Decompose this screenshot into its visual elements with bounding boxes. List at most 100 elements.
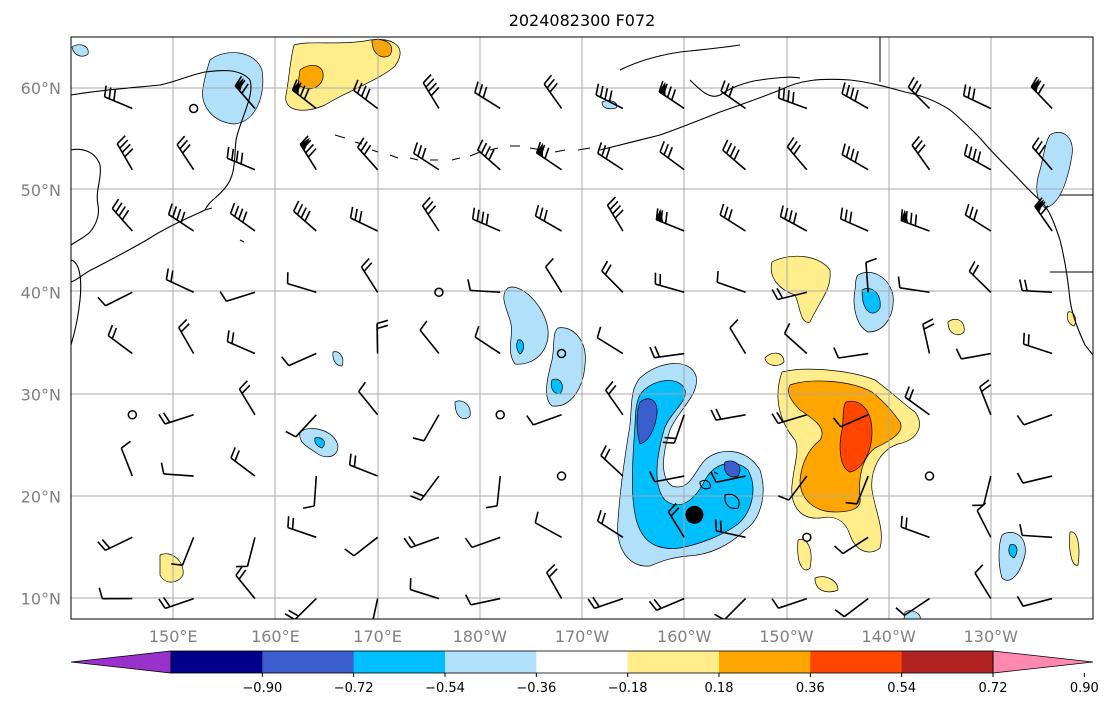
lon-label: 130°W	[964, 627, 1019, 646]
wind-barb	[979, 379, 992, 416]
wind-barb	[832, 414, 869, 428]
wind-barb	[534, 511, 562, 539]
wind-barb	[464, 594, 501, 606]
wind-barb	[291, 79, 317, 110]
wind-barb	[655, 208, 685, 232]
wind-barb	[485, 475, 502, 509]
colorbar: −0.90 −0.72 −0.54 −0.36 −0.18 0.18 0.36 0.54 0.7…	[70, 650, 1099, 696]
anomaly-contours	[71, 39, 1080, 619]
wind-barb	[412, 414, 440, 442]
wind-barb	[895, 597, 930, 616]
contour-negative-d	[454, 400, 471, 419]
contour-positive-small-3	[159, 553, 184, 583]
wind-barb	[160, 462, 194, 477]
wind-barb	[344, 536, 379, 557]
lon-label: 170°W	[555, 627, 610, 646]
wind-barb	[360, 257, 379, 293]
wind-barb	[292, 200, 317, 232]
contour-negative-hawaii-mid	[632, 380, 754, 549]
wind-barb	[158, 596, 194, 610]
wind-barb	[97, 536, 133, 552]
wind-barb-calm	[127, 410, 138, 420]
contour-negative-g-core	[1008, 544, 1018, 559]
contour-negative-e-core	[314, 437, 325, 449]
wind-barb	[107, 324, 133, 355]
wind-barb	[900, 209, 930, 232]
contour-positive-small-4	[947, 318, 965, 336]
wind-barb	[841, 82, 869, 110]
contour-positive-small-5	[797, 538, 812, 571]
wind-barb	[716, 270, 746, 294]
wind-barb	[596, 326, 624, 355]
wind-barb	[900, 515, 930, 539]
wind-barb	[302, 475, 318, 510]
colorbar-tick-label: −0.54	[425, 681, 465, 696]
wind-barb	[662, 414, 685, 444]
colorbar-segment	[719, 651, 811, 673]
wind-barb	[219, 291, 256, 303]
contour-positive-alaska-west	[285, 39, 401, 111]
colorbar-segment	[810, 651, 903, 673]
wind-barb	[176, 135, 195, 171]
wind-barb	[783, 322, 808, 355]
wind-barb-calm	[188, 103, 199, 114]
wind-barb	[974, 564, 992, 600]
wind-barb	[471, 207, 501, 232]
colorbar-extend-high	[992, 650, 1094, 674]
contour-positive-east-core	[839, 400, 873, 473]
wind-barb	[833, 536, 869, 555]
contour-negative-f-core	[861, 288, 881, 314]
longitude-labels: 150°E 160°E 170°E 180°W 170°W 160°W 150°W 140°W…	[149, 627, 1018, 646]
latitude-labels: 10°N 20°N 30°N 40°N 50°N 60°N	[21, 79, 61, 609]
wind-barb	[358, 381, 379, 416]
lat-label: 30°N	[21, 385, 61, 404]
graticule	[71, 37, 1093, 619]
wind-barb	[595, 83, 624, 110]
wind-barb	[710, 471, 746, 484]
contour-negative-hawaii-core2	[724, 460, 741, 478]
contour-negative-a-core	[516, 339, 524, 355]
wind-barb	[230, 447, 256, 477]
wind-barb	[729, 319, 747, 354]
wind-barb	[372, 598, 379, 619]
wind-barb	[534, 204, 562, 232]
wind-barb	[356, 137, 379, 171]
contour-positive-alaska-west-core2	[371, 39, 392, 58]
wind-barb	[600, 445, 624, 477]
wind-barb	[422, 74, 440, 109]
wind-barb	[287, 516, 317, 539]
lat-label: 20°N	[21, 487, 61, 506]
wind-barb	[1016, 472, 1053, 484]
wind-barb	[1030, 76, 1053, 110]
wind-barb	[410, 475, 440, 501]
wind-barb	[543, 74, 563, 109]
wind-barb	[771, 287, 808, 301]
contour-negative-c	[332, 351, 344, 367]
wind-barb	[348, 453, 378, 477]
wind-barb	[907, 76, 931, 110]
wind-barb	[839, 207, 869, 232]
colorbar-tick-label: −0.72	[334, 681, 374, 696]
colorbar-tick-label: 0.90	[1070, 681, 1099, 696]
wind-barb	[654, 272, 685, 294]
wind-barb	[865, 257, 877, 293]
colorbar-tick-label: −0.36	[516, 681, 556, 696]
wind-barb	[964, 203, 992, 232]
wind-barb	[421, 196, 440, 232]
wind-barb	[1016, 595, 1053, 607]
country-borders	[879, 37, 1093, 273]
wind-barb	[526, 414, 562, 426]
wind-barb	[1019, 524, 1053, 539]
colorbar-segment	[901, 651, 994, 673]
lon-label: 170°E	[353, 627, 402, 646]
colorbar-segment	[262, 651, 355, 673]
lon-label: 160°W	[657, 627, 712, 646]
wind-barb	[922, 318, 935, 354]
colorbar-tick-label: 0.72	[979, 681, 1008, 696]
colorbar-tick-label: 0.18	[705, 681, 734, 696]
wind-barbs	[97, 74, 1053, 619]
wind-barb	[777, 475, 808, 501]
wind-barb	[968, 260, 992, 293]
wind-barb	[238, 380, 256, 416]
wind-barb	[714, 598, 747, 619]
